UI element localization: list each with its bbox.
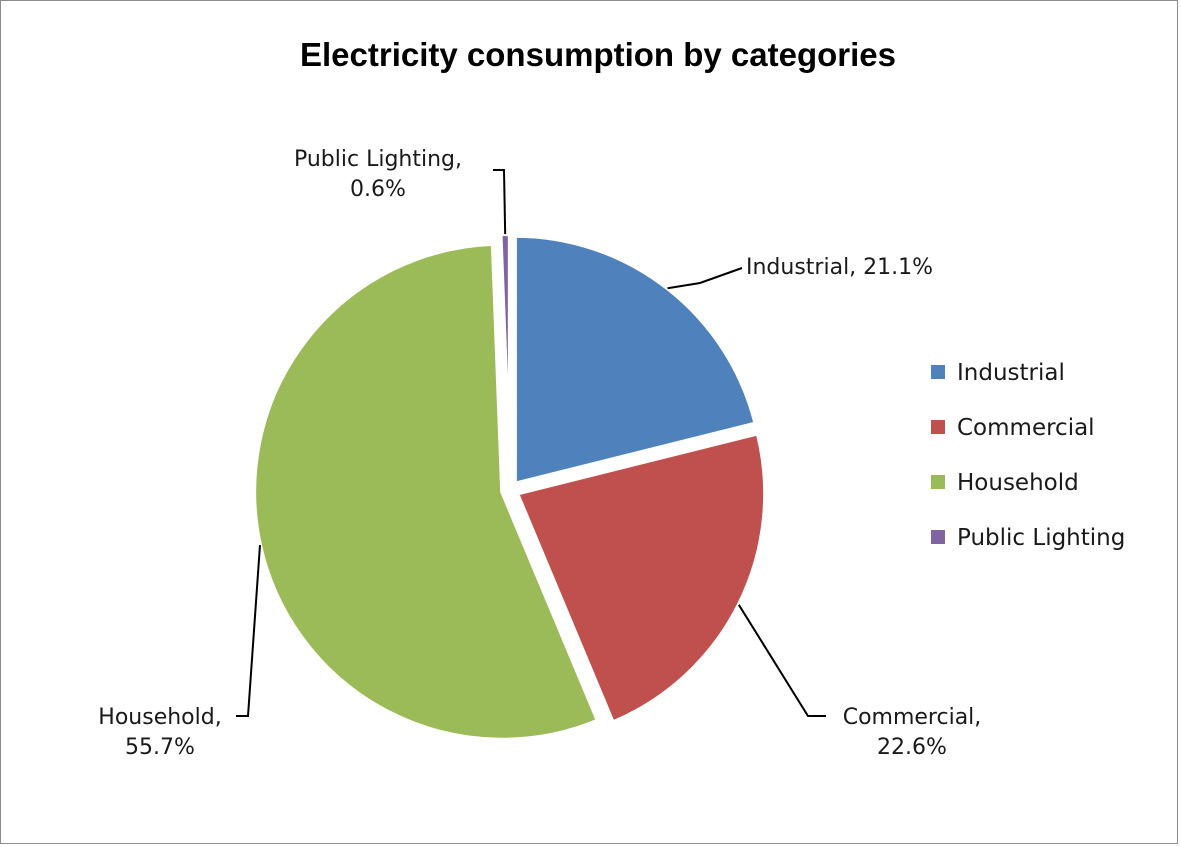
legend-label-commercial: Commercial [957,415,1095,441]
legend-swatch-commercial [931,420,945,434]
pie-slice-commercial [515,431,768,725]
data-labels: Industrial, 21.1% Commercial, 22.6% Househo… [98,147,981,760]
pie-slices [252,232,768,742]
legend-label-household: Household [957,470,1079,496]
legend-swatch-public-lighting [931,530,945,544]
data-label-household: Household, 55.7% [98,705,221,760]
legend: Industrial Commercial Household Public Ligh… [931,360,1125,551]
leader-line-public-lighting [493,169,507,235]
legend-item-commercial: Commercial [931,415,1095,441]
data-label-industrial: Industrial, 21.1% [746,255,933,280]
legend-item-public-lighting: Public Lighting [931,525,1125,551]
legend-label-industrial: Industrial [957,360,1065,386]
leader-line-household [236,544,261,717]
legend-swatch-household [931,475,945,489]
leader-line-commercial [737,604,826,717]
legend-swatch-industrial [931,365,945,379]
leader-line-industrial [667,267,743,290]
pie-slice-household [252,241,600,742]
data-label-public-lighting: Public Lighting, 0.6% [294,147,462,202]
chart-title: Electricity consumption by categories [300,36,896,73]
leader-lines [236,169,826,717]
legend-item-household: Household [931,470,1079,496]
pie-slice-industrial [512,233,758,486]
legend-item-industrial: Industrial [931,360,1065,386]
data-label-commercial: Commercial, 22.6% [843,705,982,760]
legend-label-public-lighting: Public Lighting [957,525,1125,551]
